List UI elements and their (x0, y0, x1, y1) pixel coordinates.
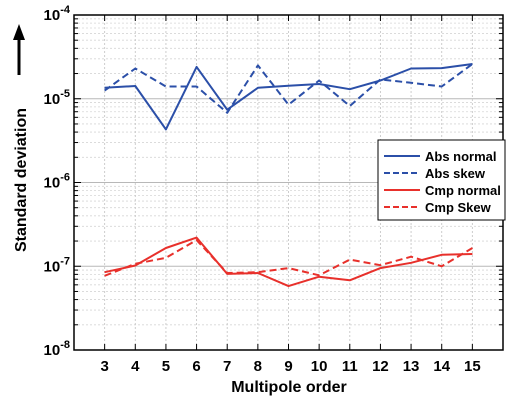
y-tick-label: 10-7 (44, 255, 70, 275)
series-line-abs-skew (104, 63, 473, 114)
x-axis-label: Multipole order (231, 379, 347, 396)
y-axis-arrow-head (13, 24, 25, 40)
x-tick-label: 10 (311, 358, 328, 375)
x-tick-label: 13 (403, 358, 420, 375)
x-tick-label: 14 (433, 358, 450, 375)
x-tick-label: 15 (464, 358, 481, 375)
legend: Abs normal Abs skew Cmp normal Cmp Skew (377, 139, 506, 221)
x-tick-label: 9 (284, 358, 292, 375)
legend-label-cmp-normal: Cmp normal (425, 183, 501, 198)
legend-box (377, 139, 506, 221)
x-tick-label: 12 (372, 358, 389, 375)
y-axis-label-group: Standard deviation (13, 108, 30, 252)
legend-label-abs-skew: Abs skew (425, 166, 486, 181)
x-tick-label: 7 (223, 358, 231, 375)
series-line-abs-normal (104, 63, 473, 131)
series-line-cmp-normal (104, 236, 473, 288)
y-axis-label: Standard deviation (13, 108, 30, 252)
x-tick-label: 3 (100, 358, 108, 375)
x-tick-label: 5 (162, 358, 170, 375)
series-line-cmp-skew (104, 239, 473, 277)
x-tick-label: 4 (131, 358, 140, 375)
x-tick-label: 11 (342, 358, 358, 375)
legend-label-abs-normal: Abs normal (425, 149, 497, 164)
tick-label-layer: 3 4 5 6 7 8 9 10 11 12 13 14 15 10-8 10-7 10-6 10-5 10-4 (44, 4, 481, 375)
legend-label-cmp-skew: Cmp Skew (425, 200, 492, 215)
y-tick-label: 10-5 (44, 88, 70, 108)
series-layer (104, 63, 473, 288)
y-tick-label: 10-6 (44, 172, 70, 192)
y-tick-label: 10-4 (44, 4, 71, 24)
x-tick-label: 8 (254, 358, 262, 375)
y-tick-label: 10-8 (44, 339, 70, 359)
x-tick-label: 6 (192, 358, 200, 375)
